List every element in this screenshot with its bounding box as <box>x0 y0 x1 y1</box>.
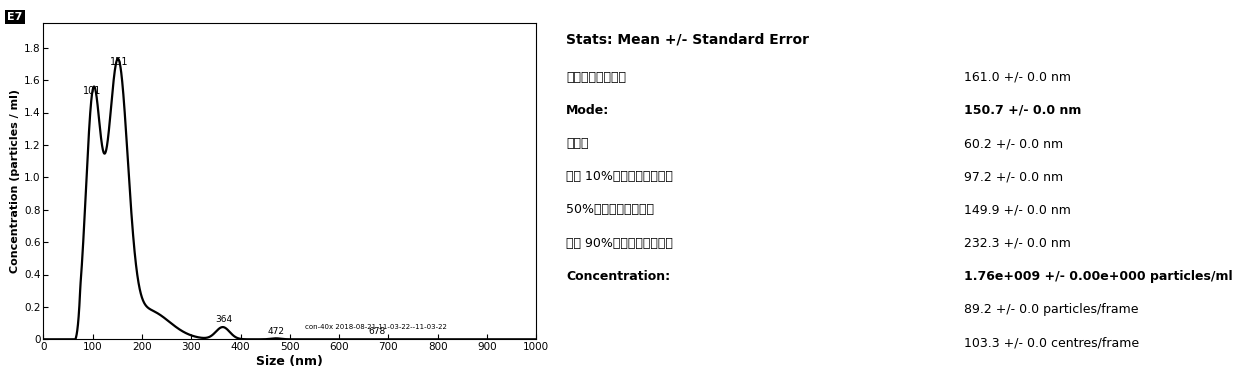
Text: 101: 101 <box>83 86 100 96</box>
Text: 60.2 +/- 0.0 nm: 60.2 +/- 0.0 nm <box>963 137 1063 150</box>
Text: 一侧 90%外泌体的平均直径: 一侧 90%外泌体的平均直径 <box>567 237 673 250</box>
Text: 161.0 +/- 0.0 nm: 161.0 +/- 0.0 nm <box>963 71 1071 84</box>
Text: Concentration:: Concentration: <box>567 270 671 283</box>
Text: 一侧 10%外泌体的平均直径: 一侧 10%外泌体的平均直径 <box>567 170 673 183</box>
Text: 150.7 +/- 0.0 nm: 150.7 +/- 0.0 nm <box>963 104 1081 117</box>
Text: Mode:: Mode: <box>567 104 610 117</box>
Text: 232.3 +/- 0.0 nm: 232.3 +/- 0.0 nm <box>963 237 1071 250</box>
Text: 151: 151 <box>110 57 129 67</box>
Text: Stats: Mean +/- Standard Error: Stats: Mean +/- Standard Error <box>567 33 810 47</box>
Text: 89.2 +/- 0.0 particles/frame: 89.2 +/- 0.0 particles/frame <box>963 303 1138 316</box>
Y-axis label: Concentration (particles / ml): Concentration (particles / ml) <box>10 89 20 273</box>
Text: 50%外泌体的平均直径: 50%外泌体的平均直径 <box>567 204 655 216</box>
Text: 1.76e+009 +/- 0.00e+000 particles/ml: 1.76e+009 +/- 0.00e+000 particles/ml <box>963 270 1233 283</box>
Text: 103.3 +/- 0.0 centres/frame: 103.3 +/- 0.0 centres/frame <box>963 336 1140 349</box>
Text: 472: 472 <box>268 327 284 337</box>
Text: 外泌体的平均直径: 外泌体的平均直径 <box>567 71 626 84</box>
Text: 678: 678 <box>368 327 386 337</box>
Text: 364: 364 <box>216 315 232 324</box>
Text: con-40x 2018-08-21 11-03-22--11-03-22: con-40x 2018-08-21 11-03-22--11-03-22 <box>305 324 446 330</box>
X-axis label: Size (nm): Size (nm) <box>257 355 324 368</box>
Text: 标准差: 标准差 <box>567 137 589 150</box>
Text: 149.9 +/- 0.0 nm: 149.9 +/- 0.0 nm <box>963 204 1071 216</box>
Text: 97.2 +/- 0.0 nm: 97.2 +/- 0.0 nm <box>963 170 1063 183</box>
Text: E7: E7 <box>7 12 22 22</box>
